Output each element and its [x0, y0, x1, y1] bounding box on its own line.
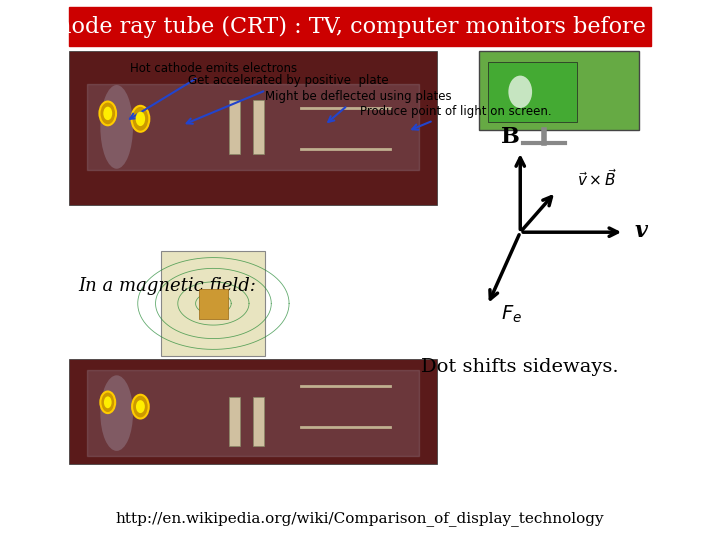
Text: Might be deflected using plates: Might be deflected using plates: [265, 90, 451, 122]
Text: Get accelerated by positive  plate: Get accelerated by positive plate: [186, 75, 389, 124]
Text: Cathode ray tube (CRT) : TV, computer monitors before LCD: Cathode ray tube (CRT) : TV, computer mo…: [18, 16, 702, 37]
Text: Produce point of light on screen.: Produce point of light on screen.: [360, 105, 552, 130]
FancyBboxPatch shape: [253, 397, 264, 445]
FancyBboxPatch shape: [479, 51, 639, 130]
Ellipse shape: [99, 102, 116, 125]
Ellipse shape: [132, 395, 149, 418]
Text: $\vec{v} \times \vec{B}$: $\vec{v} \times \vec{B}$: [577, 168, 617, 190]
Text: B: B: [501, 126, 520, 148]
FancyBboxPatch shape: [69, 7, 651, 46]
Text: In a magnetic field:: In a magnetic field:: [78, 277, 256, 295]
Ellipse shape: [132, 106, 149, 132]
Ellipse shape: [103, 106, 112, 120]
Text: $F_e$: $F_e$: [501, 303, 522, 325]
Ellipse shape: [100, 375, 133, 451]
FancyBboxPatch shape: [487, 62, 577, 122]
FancyBboxPatch shape: [161, 251, 265, 356]
FancyBboxPatch shape: [253, 100, 264, 154]
Text: v: v: [635, 220, 648, 241]
FancyBboxPatch shape: [69, 51, 437, 205]
Ellipse shape: [104, 396, 112, 408]
Text: Hot cathode emits electrons: Hot cathode emits electrons: [130, 62, 297, 119]
Text: Dot shifts sideways.: Dot shifts sideways.: [421, 358, 619, 376]
Ellipse shape: [136, 400, 145, 413]
Text: http://en.wikipedia.org/wiki/Comparison_of_display_technology: http://en.wikipedia.org/wiki/Comparison_…: [116, 511, 604, 526]
Ellipse shape: [135, 111, 145, 126]
FancyBboxPatch shape: [69, 359, 437, 464]
Ellipse shape: [100, 392, 115, 413]
FancyBboxPatch shape: [199, 289, 228, 319]
Ellipse shape: [100, 85, 133, 168]
FancyBboxPatch shape: [230, 100, 240, 154]
FancyBboxPatch shape: [230, 397, 240, 445]
Ellipse shape: [508, 76, 532, 108]
